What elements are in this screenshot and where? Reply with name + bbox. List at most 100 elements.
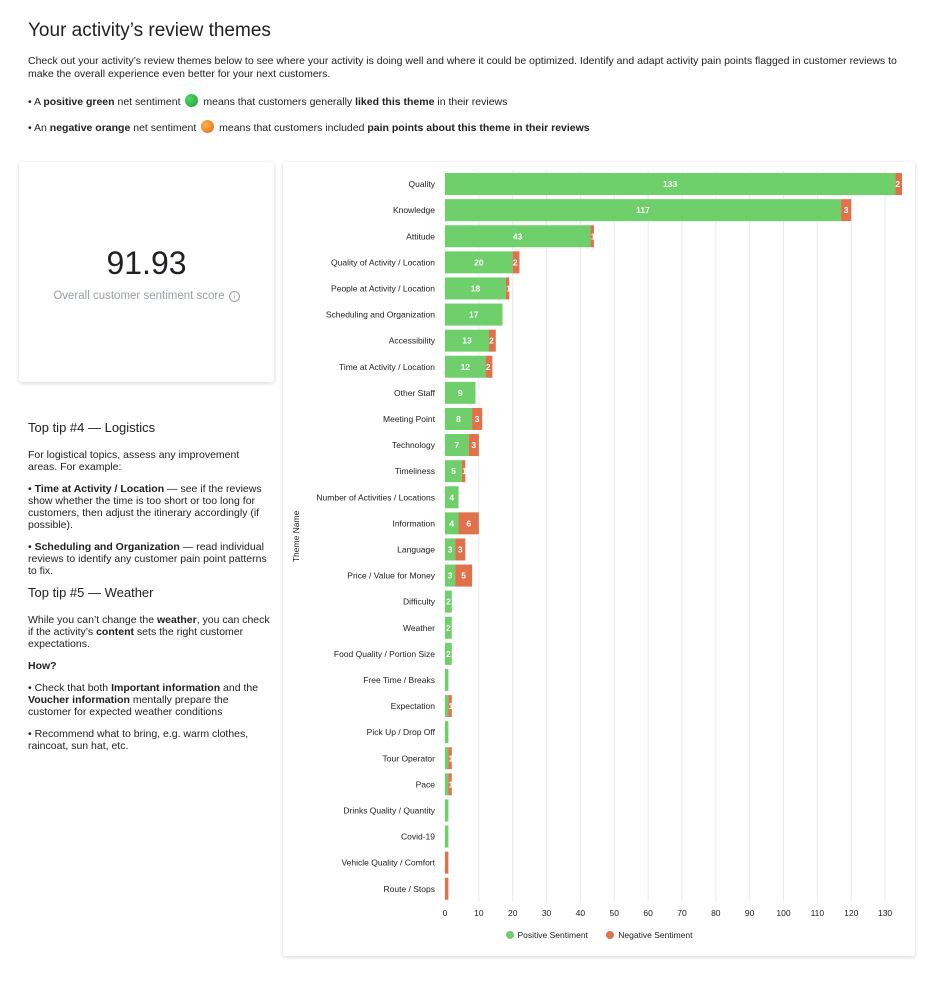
category-label: Covid-19: [401, 832, 435, 842]
positive-bar: [445, 721, 449, 744]
negative-bar: [461, 460, 466, 483]
category-label: Drinks Quality / Quantity: [343, 805, 435, 815]
category-label: Weather: [403, 623, 435, 633]
positive-bar: [445, 486, 459, 509]
positive-bar: [445, 381, 476, 404]
negative-data-label: 2: [489, 336, 494, 346]
page-title: Your activity’s review themes: [28, 20, 271, 41]
x-tick-label: 30: [542, 908, 552, 918]
positive-data-label: 3: [448, 571, 453, 581]
category-label: Price / Value for Money: [347, 571, 435, 581]
tip4-intro: For logistical topics, assess any improv…: [28, 449, 240, 473]
negative-data-label: 0: [503, 310, 508, 320]
negative-bar: [512, 251, 520, 274]
legend-item-negative[interactable]: Negative Sentiment: [606, 930, 692, 940]
y-axis-label: Theme Name: [291, 510, 301, 562]
orange-dot-icon: [201, 120, 215, 133]
positive-bar: [445, 590, 452, 613]
negative-bar: [485, 355, 493, 378]
category-label: Accessibility: [389, 336, 436, 346]
x-tick-label: 70: [677, 908, 687, 918]
category-label: Meeting Point: [383, 414, 436, 424]
negative-bar: [455, 538, 466, 561]
category-label: Information: [392, 518, 435, 528]
positive-bar: [445, 434, 469, 457]
category-label: Time at Activity / Location: [339, 362, 435, 372]
positive-bullet: • A positive green net sentiment means t…: [28, 94, 508, 108]
x-tick-label: 110: [811, 908, 825, 918]
negative-data-label: 1: [449, 701, 454, 711]
positive-bar: [445, 407, 473, 430]
positive-data-label: 7: [454, 440, 459, 450]
positive-bar: [445, 616, 452, 639]
positive-bar: [445, 773, 449, 796]
positive-data-label: 2: [446, 597, 451, 607]
negative-data-label: 6: [466, 518, 471, 528]
negative-data-label: 2: [486, 362, 491, 372]
positive-data-label: 117: [636, 205, 650, 215]
negative-bar: [445, 851, 449, 874]
positive-bar: [445, 695, 449, 718]
category-label: Knowledge: [393, 205, 435, 215]
negative-data-label: 0: [476, 388, 481, 398]
negative-data-label: 2: [513, 257, 518, 267]
positive-data-label: 8: [456, 414, 461, 424]
x-tick-label: 40: [576, 908, 586, 918]
negative-data-label: 2: [895, 179, 900, 189]
category-label: Vehicle Quality / Comfort: [341, 858, 435, 868]
positive-bar: [445, 173, 896, 196]
positive-bar: [445, 799, 449, 822]
positive-data-label: 20: [474, 257, 484, 267]
category-label: Tour Operator: [383, 753, 436, 763]
x-tick-label: 80: [711, 908, 721, 918]
tip5-bullet-2: • Recommend what to bring, e.g. warm clo…: [28, 728, 249, 752]
positive-bar: [445, 564, 456, 587]
category-label: Expectation: [391, 701, 436, 711]
category-label: Number of Activities / Locations: [316, 492, 435, 502]
negative-data-label: 1: [591, 231, 596, 241]
category-label: People at Activity / Location: [331, 283, 435, 293]
sentiment-score-card: 91.93 Overall customer sentiment score i: [19, 162, 274, 382]
green-dot-icon: [185, 94, 199, 107]
negative-bar: [489, 329, 496, 352]
negative-bar: [445, 877, 449, 900]
positive-data-label: 4: [449, 518, 454, 528]
positive-bar: [445, 329, 490, 352]
category-label: Other Staff: [394, 388, 436, 398]
legend-item-positive[interactable]: Positive Sentiment: [505, 930, 588, 940]
x-tick-label: 120: [844, 908, 858, 918]
positive-bar: [445, 460, 462, 483]
positive-bar: [445, 199, 842, 222]
tip5-bullet-1: • Check that both Important information …: [28, 682, 259, 718]
positive-bar: [445, 277, 506, 300]
negative-bar: [590, 225, 594, 248]
positive-data-label: 18: [471, 283, 481, 293]
positive-bar: [445, 355, 486, 378]
negative-data-label: 3: [475, 414, 480, 424]
x-tick-label: 60: [643, 908, 653, 918]
negative-data-label: 0: [459, 492, 464, 502]
negative-bar: [841, 199, 852, 222]
info-icon[interactable]: i: [228, 291, 240, 302]
negative-bar: [472, 407, 483, 430]
category-label: Language: [397, 544, 435, 554]
negative-bar: [895, 173, 902, 196]
category-label: Attitude: [406, 231, 435, 241]
positive-bar: [445, 303, 503, 326]
x-tick-label: 130: [878, 908, 892, 918]
positive-bar: [445, 747, 449, 770]
category-label: Pace: [416, 779, 436, 789]
negative-data-label: 3: [844, 205, 849, 215]
negative-bar: [448, 695, 452, 718]
positive-data-label: 5: [451, 466, 456, 476]
negative-bar: [455, 564, 473, 587]
negative-bar: [458, 512, 479, 535]
category-label: Scheduling and Organization: [326, 310, 435, 320]
negative-bar: [448, 747, 452, 770]
negative-bullet: • An negative orange net sentiment means…: [28, 120, 590, 134]
negative-bar: [505, 277, 510, 300]
positive-data-label: 133: [663, 179, 677, 189]
x-tick-label: 20: [508, 908, 518, 918]
tip4-title: Top tip #4 — Logistics: [28, 420, 156, 435]
